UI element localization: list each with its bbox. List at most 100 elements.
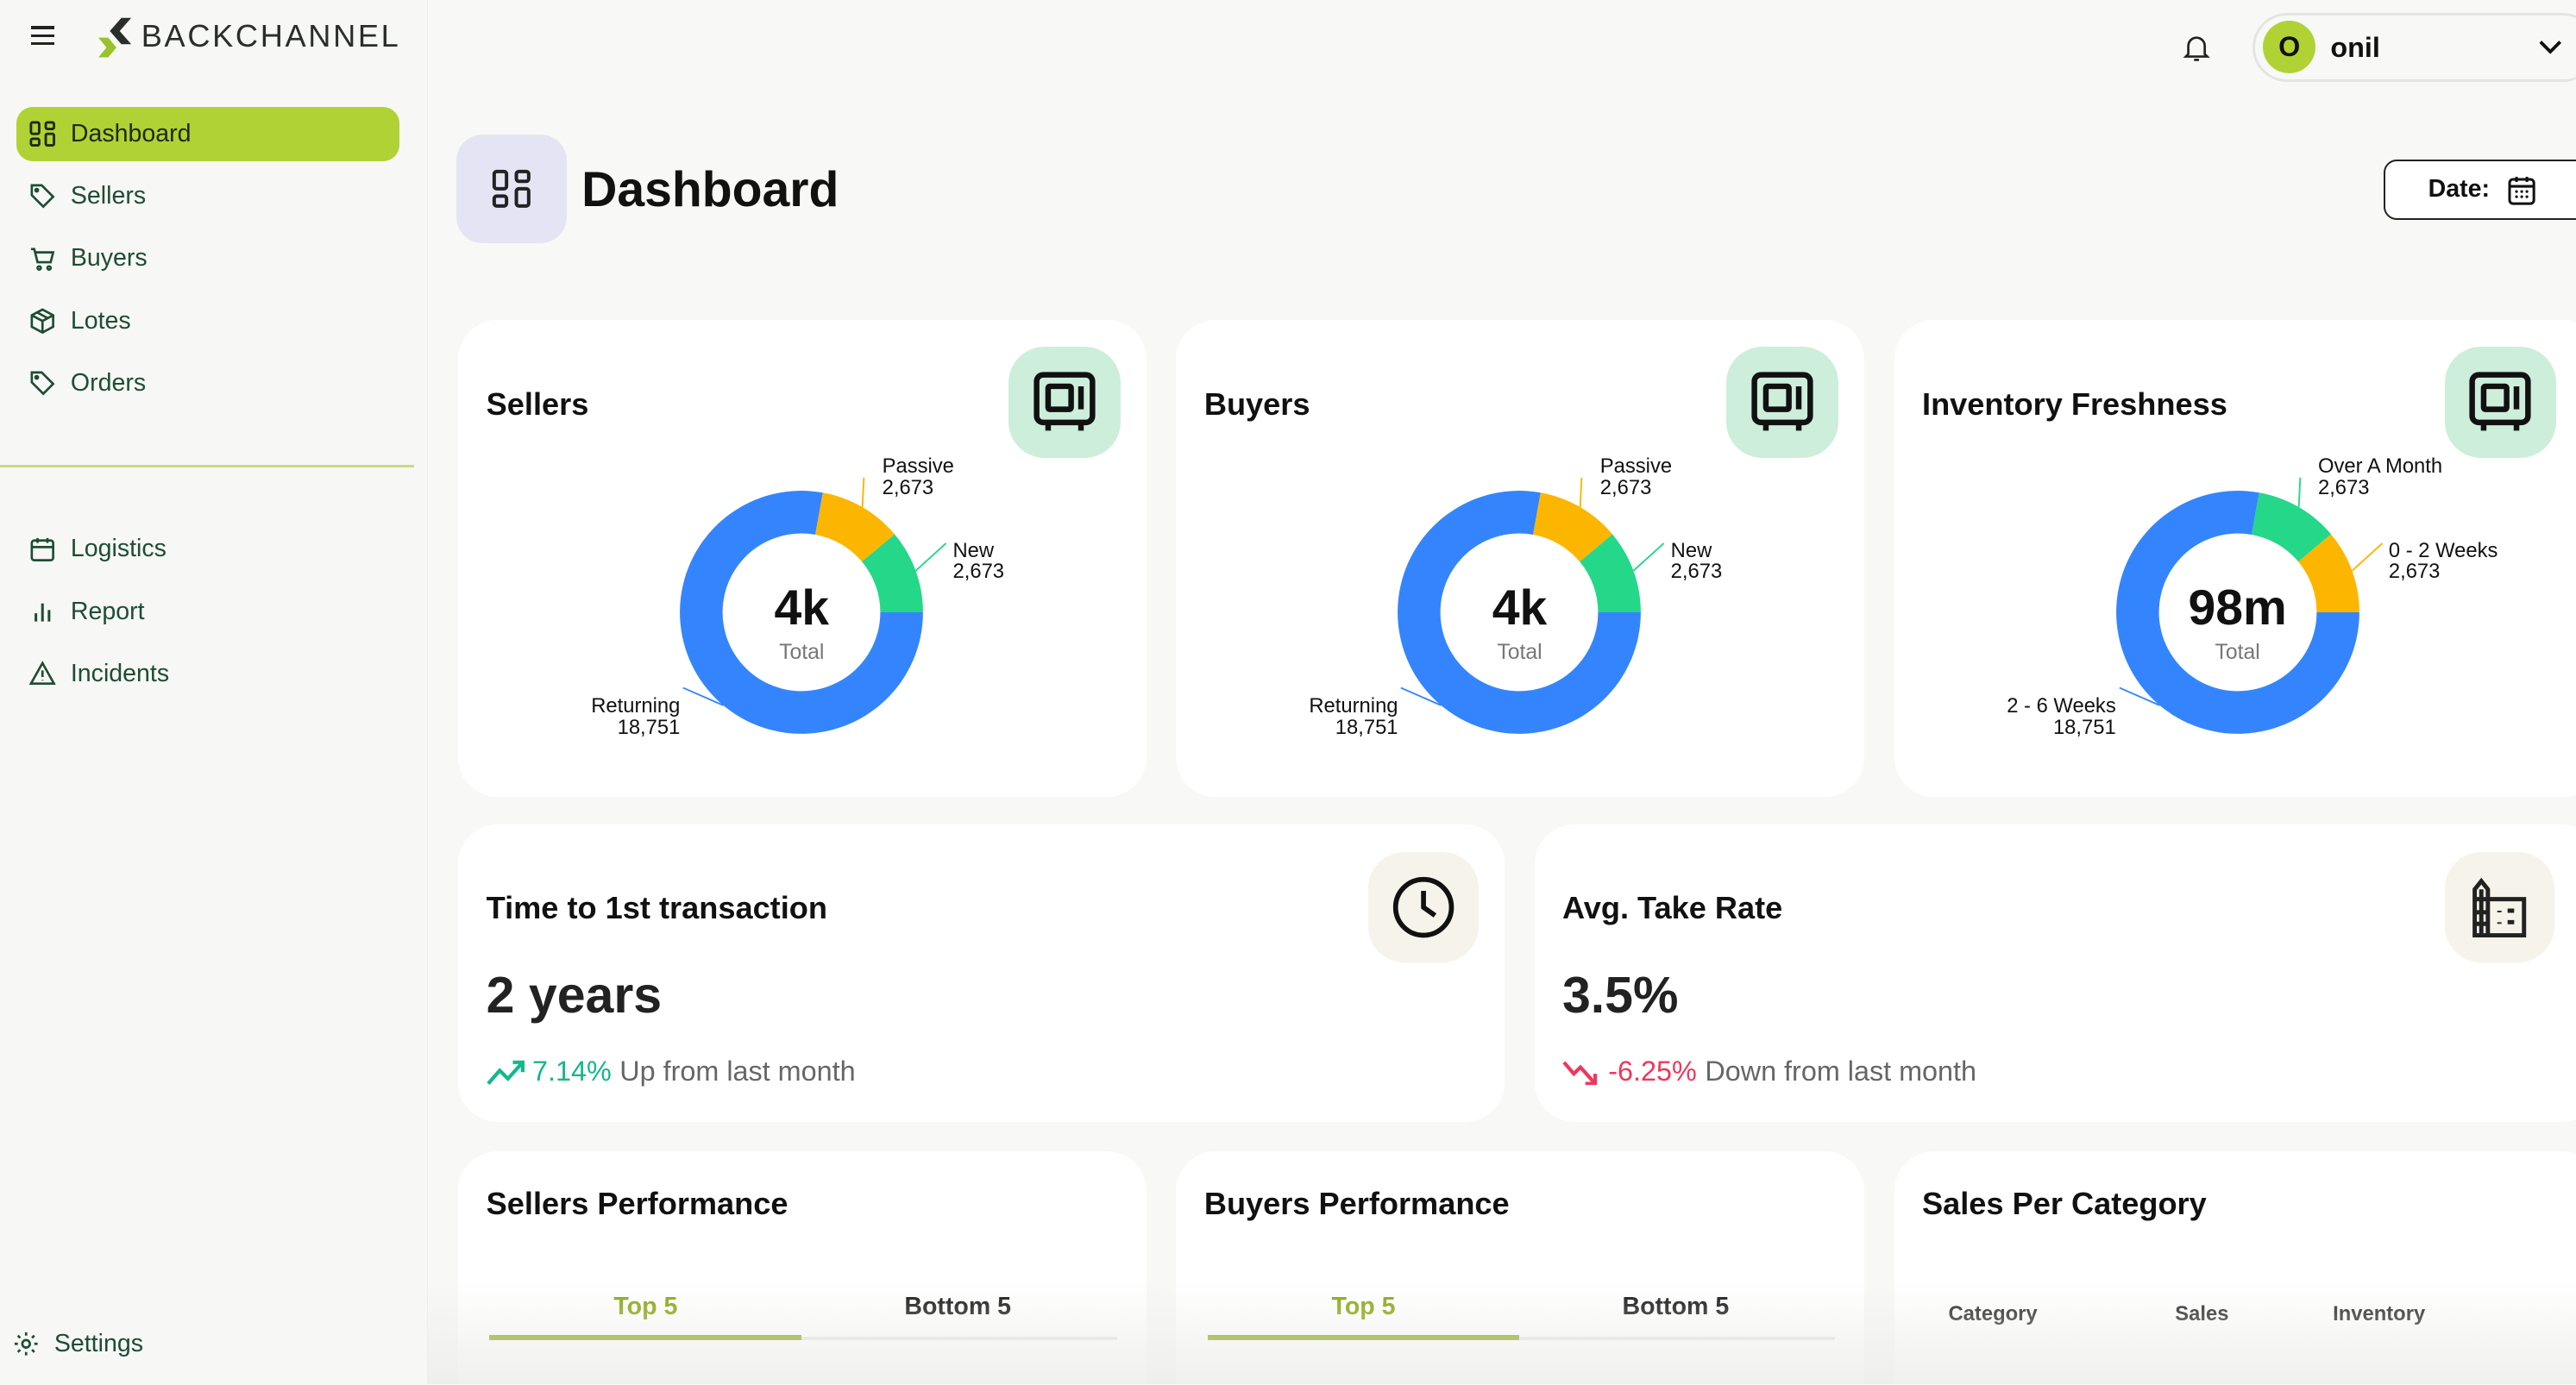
bell-icon[interactable] xyxy=(2182,33,2211,62)
sidebar-item-label: Lotes xyxy=(70,306,131,335)
leader-line xyxy=(1633,542,1665,572)
slice-label: Passive 2,673 xyxy=(1600,456,1672,499)
cart-icon xyxy=(31,248,55,271)
sidebar-item-label: Incidents xyxy=(70,660,170,688)
slice-value: 2,673 xyxy=(2388,560,2441,584)
sidebar-item-label: Logistics xyxy=(70,535,166,563)
sidebar-item-label: Report xyxy=(70,597,145,625)
logo-text: BACKCHANNEL xyxy=(141,17,401,53)
avatar: O xyxy=(2263,20,2316,73)
sidebar-item-report[interactable]: Report xyxy=(16,585,399,639)
slice-name: Passive xyxy=(882,454,954,479)
slice-value: 18,751 xyxy=(1335,716,1398,740)
donut-slice[interactable] xyxy=(1533,492,1613,562)
kpi-value: 3.5% xyxy=(1561,966,1679,1024)
kpi-change-text: Down from last month xyxy=(1705,1056,1977,1087)
card-title: Buyers xyxy=(1203,385,1310,422)
leader-line xyxy=(2351,542,2383,572)
column-header-sales[interactable]: Sales xyxy=(2175,1302,2229,1326)
leader-line xyxy=(1580,478,1583,508)
card-title: Sellers xyxy=(486,385,589,422)
donut-slice[interactable] xyxy=(2297,534,2359,613)
slice-value: 2,673 xyxy=(2317,476,2370,500)
slice-value: 18,751 xyxy=(617,716,681,740)
card-title: Avg. Take Rate xyxy=(1561,890,1783,926)
buyers-performance-card: Buyers Performance Top 5 Bottom 5 xyxy=(1176,1150,1865,1385)
tab-top-5[interactable]: Top 5 xyxy=(613,1292,678,1320)
leader-line xyxy=(1400,687,1442,707)
slice-name: Returning xyxy=(1309,694,1398,718)
tab-active-indicator xyxy=(489,1335,802,1340)
donut-center-label: Total xyxy=(1497,640,1542,664)
donut-slice[interactable] xyxy=(680,491,924,735)
calendar-icon xyxy=(30,537,55,561)
column-header-category[interactable]: Category xyxy=(1948,1302,2038,1326)
donut-slice[interactable] xyxy=(1580,534,1642,613)
kpi-change: 7.14% xyxy=(531,1056,612,1087)
sidebar-item-lotes[interactable]: Lotes xyxy=(16,294,399,348)
tab-bottom-5[interactable]: Bottom 5 xyxy=(1622,1292,1730,1320)
safe-icon xyxy=(1034,371,1096,430)
slice-value: 2,673 xyxy=(952,560,1005,584)
sidebar-divider xyxy=(0,464,414,467)
leader-line xyxy=(2297,478,2301,508)
menu-icon[interactable] xyxy=(31,26,54,46)
grid-icon xyxy=(493,169,531,208)
slice-label: Returning 18,751 xyxy=(1309,696,1398,739)
sidebar-item-incidents[interactable]: Incidents xyxy=(16,647,399,701)
slice-label: 2 - 6 Weeks 18,751 xyxy=(2007,696,2116,739)
box-icon xyxy=(30,308,55,335)
donut-chart xyxy=(1398,478,1665,735)
kpi-value: 2 years xyxy=(486,966,663,1024)
slice-name: Over A Month xyxy=(2317,454,2443,479)
donut-center-label: Total xyxy=(2215,640,2260,664)
donut-slice[interactable] xyxy=(862,534,924,613)
slice-value: 2,673 xyxy=(1599,476,1652,500)
slice-value: 2,673 xyxy=(882,476,934,500)
building-icon-box xyxy=(2444,852,2555,962)
leader-line xyxy=(862,478,865,508)
safe-icon xyxy=(1751,371,1813,430)
user-menu[interactable]: O onil xyxy=(2252,13,2576,83)
leader-line xyxy=(915,542,947,572)
card-title: Sellers Performance xyxy=(486,1185,789,1221)
sidebar-item-label: Sellers xyxy=(70,182,147,210)
tab-top-5[interactable]: Top 5 xyxy=(1331,1292,1396,1320)
sidebar-item-buyers[interactable]: Buyers xyxy=(16,232,399,286)
date-picker-button[interactable]: Date: xyxy=(2384,159,2576,221)
column-header-inventory[interactable]: Inventory xyxy=(2333,1302,2426,1326)
grid-icon xyxy=(29,121,56,147)
clock-icon xyxy=(1392,876,1454,938)
sidebar-item-dashboard[interactable]: Dashboard xyxy=(16,106,399,161)
donut-slice[interactable] xyxy=(815,492,895,562)
kpi-change-text: Up from last month xyxy=(619,1056,856,1087)
donut-slice[interactable] xyxy=(1398,491,1642,735)
slice-name: Passive xyxy=(1599,454,1673,479)
trend-up-icon xyxy=(486,1060,525,1085)
slice-label: Returning 18,751 xyxy=(591,696,680,739)
calendar-icon xyxy=(2508,176,2535,205)
sidebar-item-settings[interactable]: Settings xyxy=(0,1317,383,1371)
buyers-card: Buyers Returning 18,751 Passive 2,673 New 2,6… xyxy=(1176,320,1865,797)
sidebar-item-logistics[interactable]: Logistics xyxy=(16,523,399,577)
donut-chart xyxy=(2115,478,2383,735)
donut-slice[interactable] xyxy=(2115,491,2359,735)
slice-label: New 2,673 xyxy=(1671,540,1723,584)
tab-bottom-5[interactable]: Bottom 5 xyxy=(904,1292,1012,1320)
sidebar-item-sellers[interactable]: Sellers xyxy=(16,169,399,223)
donut-center-label: Total xyxy=(779,640,825,664)
sidebar-item-orders[interactable]: Orders xyxy=(16,356,399,410)
donut-slice[interactable] xyxy=(2251,492,2331,562)
slice-label: Passive 2,673 xyxy=(883,456,954,499)
logo[interactable]: BACKCHANNEL xyxy=(98,13,400,59)
performance-tabs: Top 5 Bottom 5 xyxy=(1207,1292,1836,1342)
bar-chart-icon xyxy=(35,603,51,622)
sellers-card: Sellers Returning 18,751 Passive 2,673 New 2,… xyxy=(458,320,1147,797)
donut-chart xyxy=(680,478,947,735)
page-title: Dashboard xyxy=(581,161,839,217)
slice-value: 18,751 xyxy=(2052,716,2116,740)
chevron-down-icon xyxy=(2539,41,2562,54)
leader-line xyxy=(682,687,725,707)
performance-tabs: Top 5 Bottom 5 xyxy=(489,1292,1117,1342)
kpi-change: -6.25% xyxy=(1608,1056,1697,1087)
